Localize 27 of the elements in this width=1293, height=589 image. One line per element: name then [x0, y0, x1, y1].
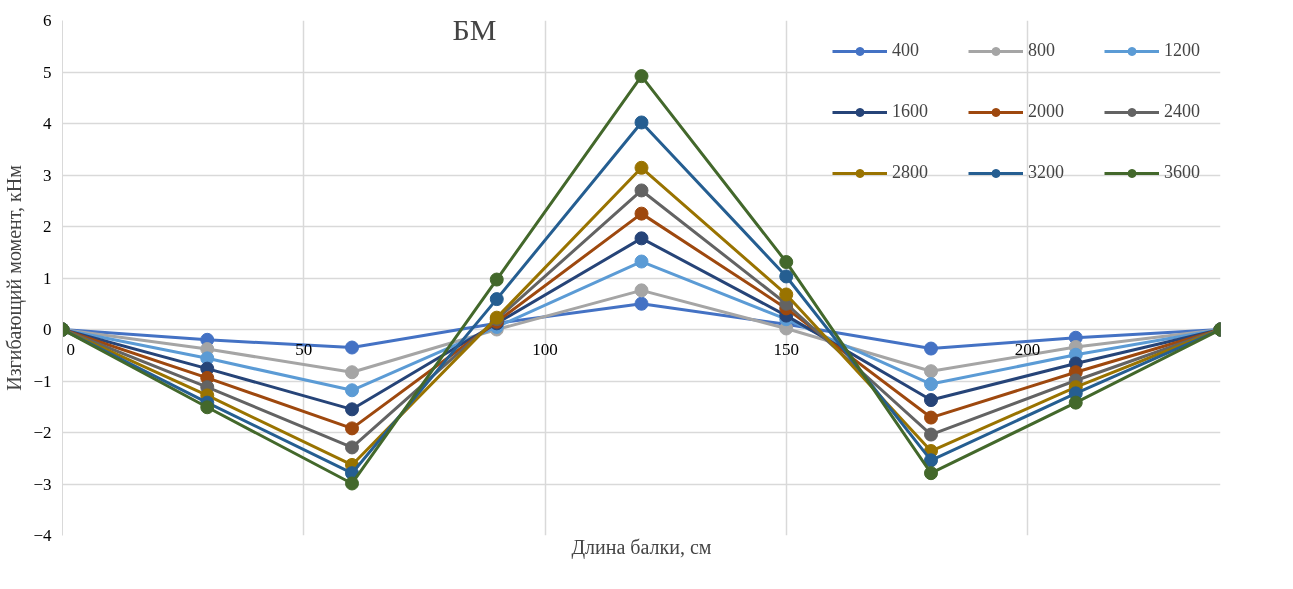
legend-label: 2800 — [892, 162, 928, 183]
x-tick-label: 200 — [1014, 339, 1041, 359]
y-tick-label: −1 — [33, 371, 52, 391]
legend-label: 2000 — [1028, 101, 1064, 122]
legend-label: 400 — [892, 40, 919, 61]
legend-label: 1200 — [1164, 40, 1200, 61]
y-tick-label: 3 — [43, 165, 52, 185]
y-tick-label: −2 — [33, 423, 52, 442]
y-tick-label: 0 — [43, 320, 52, 339]
y-tick-label: −4 — [33, 526, 52, 545]
legend-label: 1600 — [892, 101, 928, 122]
y-tick-label: 1 — [43, 268, 52, 288]
y-tick-label: 4 — [43, 114, 52, 133]
x-tick-label: 100 — [532, 339, 558, 359]
y-tick-label: −3 — [33, 474, 52, 494]
legend-label: 3200 — [1028, 162, 1064, 183]
y-tick-label: 2 — [43, 217, 52, 236]
legend-label: 2400 — [1164, 101, 1200, 122]
y-axis-title: Изгибающий момент, кНм — [3, 164, 27, 391]
y-tick-label: 5 — [43, 62, 52, 82]
chart-title: БМ — [452, 12, 497, 46]
x-tick-label: 0 — [66, 339, 75, 359]
x-tick-label: 150 — [773, 339, 799, 359]
x-axis-title: Длина балки, см — [571, 535, 712, 559]
legend-label: 3600 — [1164, 162, 1200, 183]
y-tick-label: 6 — [43, 11, 52, 30]
legend-label: 800 — [1028, 40, 1055, 61]
